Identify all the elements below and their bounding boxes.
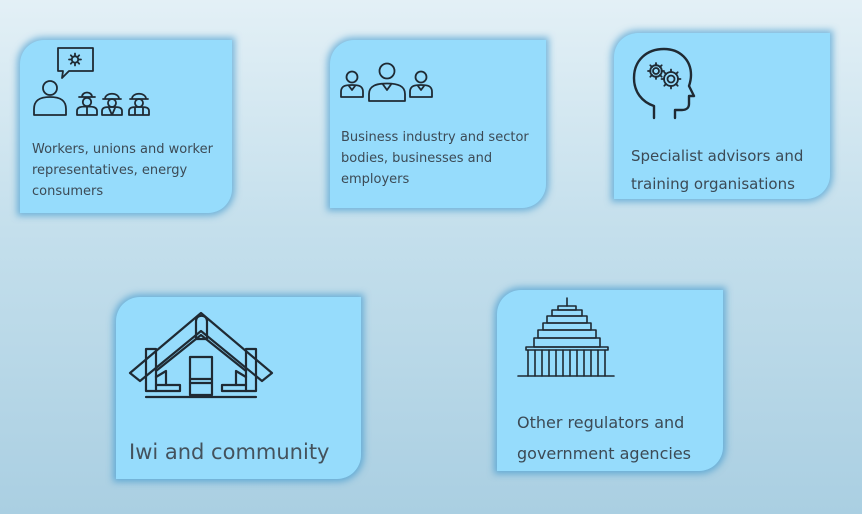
card-business: Business industry and sector bodies, bus… (330, 40, 546, 208)
card-label: Specialist advisors and training organis… (631, 147, 804, 193)
card-iwi: Iwi and community (116, 297, 361, 479)
card-workers: Workers, unions and worker representativ… (20, 40, 232, 213)
wharenui-meeting-house-icon (128, 311, 274, 399)
card-label: Other regulators and government agencies (517, 413, 691, 464)
card-label: Workers, unions and worker representativ… (32, 142, 213, 200)
business-people-icon (340, 62, 433, 102)
card-regulators: Other regulators and government agencies (497, 290, 723, 471)
card-label: Iwi and community (129, 440, 330, 464)
card-specialist: Specialist advisors and training organis… (614, 33, 830, 199)
beehive-parliament-icon (517, 297, 615, 377)
card-label: Business industry and sector bodies, bus… (341, 130, 529, 188)
workers-group-icon (33, 47, 150, 116)
head-gears-icon (632, 47, 696, 120)
